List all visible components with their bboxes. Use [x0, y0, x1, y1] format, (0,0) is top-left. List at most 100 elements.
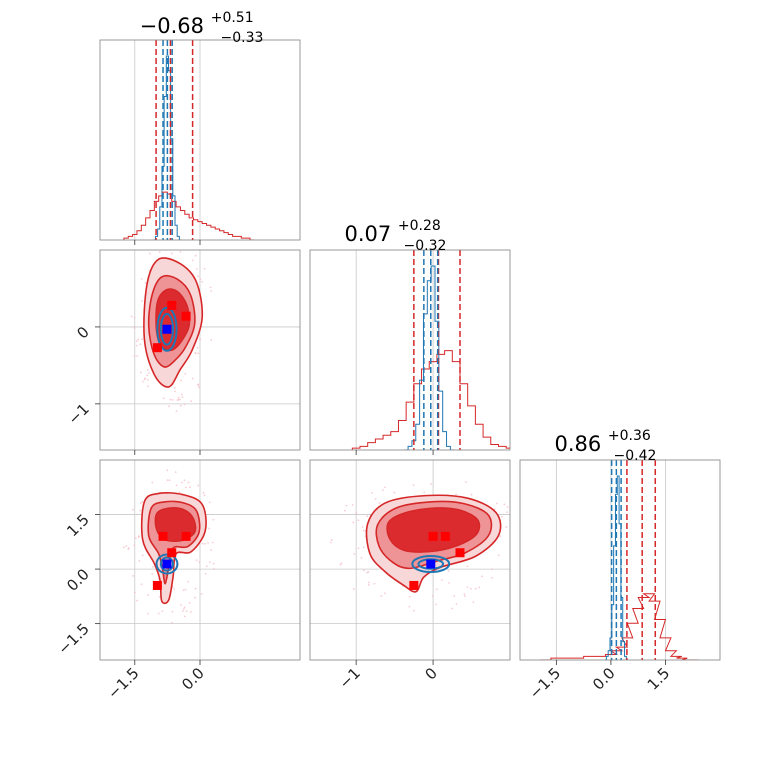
sample-point: [357, 547, 360, 550]
x-tick-label: −1.5: [104, 664, 142, 702]
sample-point: [138, 559, 141, 562]
hist-panel-param-1: −0.68 +0.51 −0.33: [99, 10, 301, 241]
sample-point: [175, 245, 177, 247]
sample-point: [374, 497, 377, 500]
contour-panel-1-2: [99, 245, 301, 451]
sample-point: [209, 286, 212, 289]
sample-point: [481, 575, 483, 578]
sample-point: [182, 589, 185, 591]
sample-point: [352, 588, 355, 591]
sample-point: [132, 575, 135, 577]
red-marker: [440, 531, 450, 541]
contour-panel-2-3: [309, 459, 519, 661]
sample-point: [361, 526, 364, 528]
blue-histogram: [404, 265, 455, 450]
red-histogram: [540, 593, 699, 660]
sample-point: [147, 612, 149, 615]
sample-point: [141, 554, 144, 557]
sample-point: [330, 541, 332, 544]
red-marker: [428, 531, 438, 541]
sample-point: [478, 586, 481, 589]
sample-point: [177, 396, 180, 399]
sample-point: [435, 588, 438, 591]
sample-point: [203, 494, 206, 497]
sample-point: [158, 250, 161, 253]
red-marker: [455, 548, 465, 558]
sample-point: [202, 491, 205, 494]
y-tick-label: 0.0: [63, 565, 93, 595]
red-marker: [158, 531, 168, 541]
sample-point: [501, 515, 503, 518]
sample-point: [198, 386, 201, 389]
sample-point: [503, 503, 506, 506]
sample-point: [453, 595, 456, 597]
sample-point: [147, 385, 150, 388]
sample-point: [491, 568, 493, 571]
sample-point: [368, 584, 370, 586]
param-2-lower-error: −0.32: [404, 238, 447, 254]
sample-point: [168, 405, 170, 408]
sample-point: [187, 481, 190, 484]
sample-point: [132, 508, 135, 511]
sample-point: [431, 595, 434, 597]
sample-point: [125, 545, 128, 548]
sample-point: [180, 604, 182, 606]
sample-point: [363, 569, 365, 572]
x-tick-label: −1.5: [526, 664, 564, 702]
sample-point: [181, 396, 184, 399]
sample-point: [179, 404, 182, 407]
sample-point: [161, 610, 164, 613]
sample-point: [179, 398, 181, 401]
sample-point: [367, 581, 370, 584]
sample-point: [366, 515, 369, 518]
sample-point: [353, 553, 356, 555]
sample-point: [133, 316, 136, 319]
sample-point: [187, 580, 190, 583]
sample-point: [466, 565, 469, 568]
hist-panel-param-3: 0.86 +0.36 −0.42: [519, 428, 721, 661]
sample-point: [412, 609, 415, 612]
red-marker: [167, 300, 177, 310]
sample-point: [195, 559, 198, 562]
sample-point: [210, 290, 213, 292]
sample-point: [210, 549, 213, 551]
sample-point: [465, 481, 467, 483]
sample-point: [139, 509, 142, 512]
sample-point: [170, 252, 173, 255]
red-marker: [167, 548, 177, 558]
sample-point: [168, 479, 171, 482]
sample-point: [183, 479, 186, 482]
sample-point: [146, 374, 149, 377]
y-tick-label: −1: [64, 400, 92, 428]
sample-point: [370, 491, 373, 494]
sample-point: [175, 484, 178, 487]
blue-contour-level-2: [156, 306, 178, 352]
param-3-median: 0.86: [554, 432, 601, 456]
sample-point: [180, 393, 183, 396]
sample-point: [191, 259, 194, 262]
blue-contour-level-2: [411, 555, 451, 573]
sample-point: [463, 593, 466, 596]
sample-point: [506, 506, 509, 508]
x-tick-label: 0: [421, 664, 440, 683]
sample-point: [171, 621, 174, 624]
sample-point: [207, 541, 209, 544]
sample-point: [211, 541, 214, 544]
y-tick-label: −1.5: [54, 620, 92, 658]
blue-marker: [162, 559, 172, 569]
sample-point: [184, 372, 187, 375]
sample-point: [196, 346, 199, 349]
sample-point: [133, 327, 136, 329]
sample-point: [505, 526, 508, 528]
sample-point: [136, 355, 139, 357]
sample-point: [194, 352, 197, 355]
sample-point: [408, 605, 411, 608]
sample-point: [197, 352, 200, 355]
sample-point: [517, 525, 519, 527]
sample-point: [474, 587, 477, 590]
sample-point: [412, 484, 415, 487]
sample-point: [148, 372, 150, 375]
sample-point: [175, 410, 178, 413]
sample-point: [384, 592, 386, 595]
